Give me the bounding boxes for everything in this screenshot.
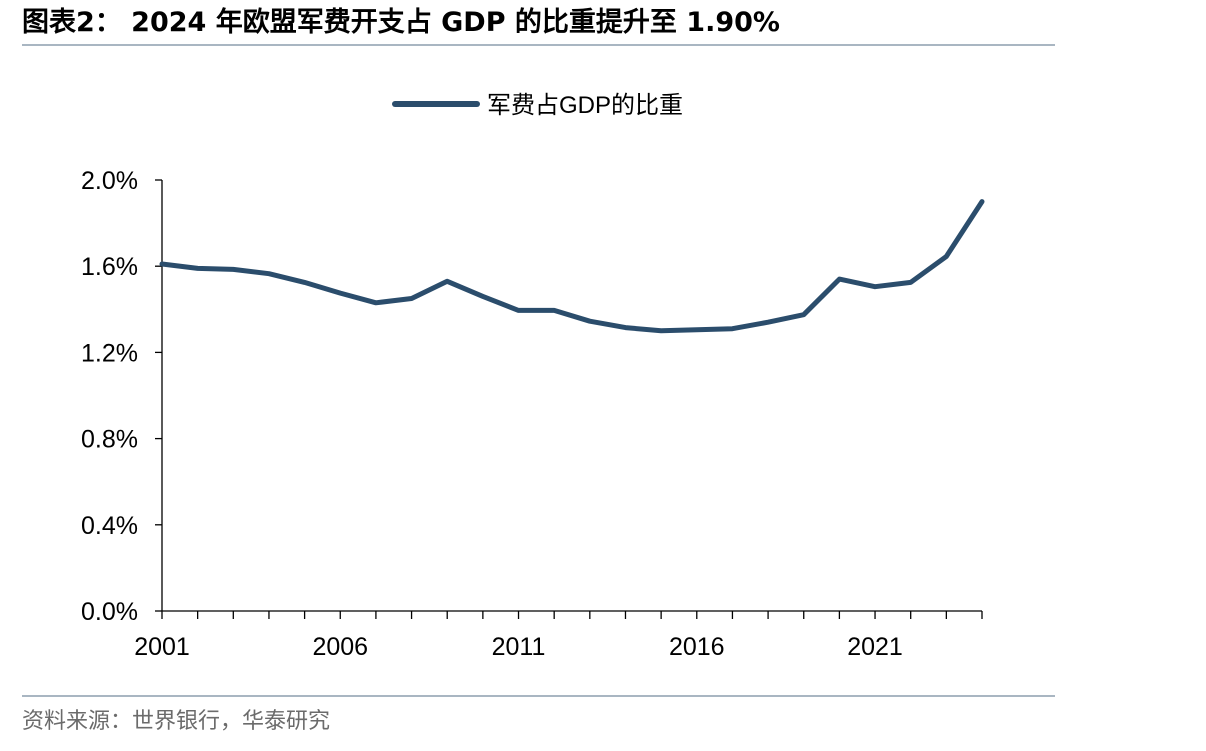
x-tick-label: 2006 bbox=[312, 633, 368, 661]
y-tick-label: 2.0% bbox=[81, 167, 138, 195]
chart-title: 图表2： 2024 年欧盟军费开支占 GDP 的比重提升至 1.90% bbox=[22, 7, 780, 38]
x-tick-label: 2001 bbox=[134, 633, 190, 661]
y-tick-label: 0.4% bbox=[81, 512, 138, 540]
x-tick-label: 2011 bbox=[492, 633, 546, 661]
legend-label: 军费占GDP的比重 bbox=[487, 92, 683, 119]
plot-area bbox=[159, 199, 985, 334]
source-divider bbox=[22, 695, 1055, 697]
axes: 0.0% 0.4% 0.8% 1.2% 1.6% 2.0% 2001 2006 2011 2016… bbox=[81, 167, 983, 661]
line-chart: 军费占GDP的比重 0.0% 0.4% 0.8% 1.2% 1.6% 2.0% 2001 20… bbox=[81, 92, 985, 661]
y-tick-label: 0.8% bbox=[81, 426, 138, 454]
x-tick-label: 2021 bbox=[847, 633, 903, 661]
series-line bbox=[159, 199, 985, 334]
y-tick-label: 0.0% bbox=[81, 598, 138, 626]
legend: 军费占GDP的比重 bbox=[392, 92, 683, 119]
y-tick-label: 1.2% bbox=[81, 339, 138, 367]
title-divider bbox=[22, 44, 1055, 46]
y-tick-label: 1.6% bbox=[81, 253, 138, 281]
x-tick-label: 2016 bbox=[669, 633, 725, 661]
source-note: 资料来源：世界银行，华泰研究 bbox=[22, 709, 331, 734]
